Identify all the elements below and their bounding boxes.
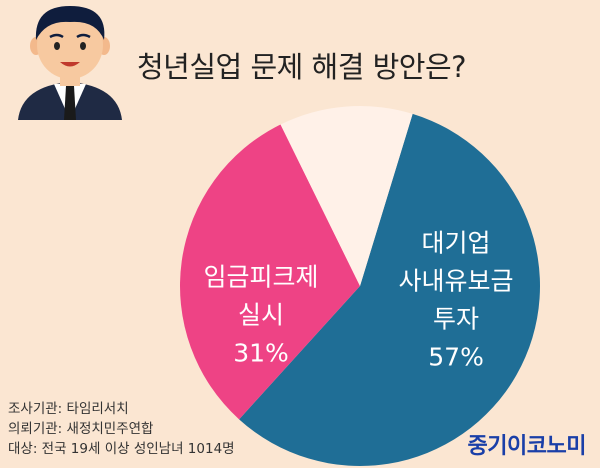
client-note: 의뢰기관: 새정치민주연합 (8, 421, 154, 437)
slice-label-1-line-2: 사내유보금 (399, 266, 514, 295)
survey-org-note: 조사기관: 타임리서치 (8, 401, 129, 417)
avatar (18, 6, 122, 120)
pie-slice-1 (239, 113, 540, 466)
brand-logo: 중기이코노미 (467, 434, 587, 459)
slice-label-2-line-1: 임금피크제 (203, 262, 318, 291)
pie-slice-3 (280, 106, 413, 286)
slice-label-2-line-2: 실시 (238, 300, 284, 329)
survey-notes: 조사기관: 타임리서치 의뢰기관: 새정치민주연합 대상: 전국 19세 이상 … (8, 399, 235, 459)
slice-label-1-line-3: 투자 (433, 304, 479, 333)
target-note: 대상: 전국 19세 이상 성인남녀 1014명 (8, 441, 235, 457)
data-label-2: 31% (233, 338, 289, 367)
slice-label-1-line-1: 대기업 (422, 228, 491, 257)
data-label-1: 57% (428, 342, 484, 371)
pie-slice-2 (180, 124, 360, 420)
chart-title: 청년실업 문제 해결 방안은? (137, 50, 467, 84)
